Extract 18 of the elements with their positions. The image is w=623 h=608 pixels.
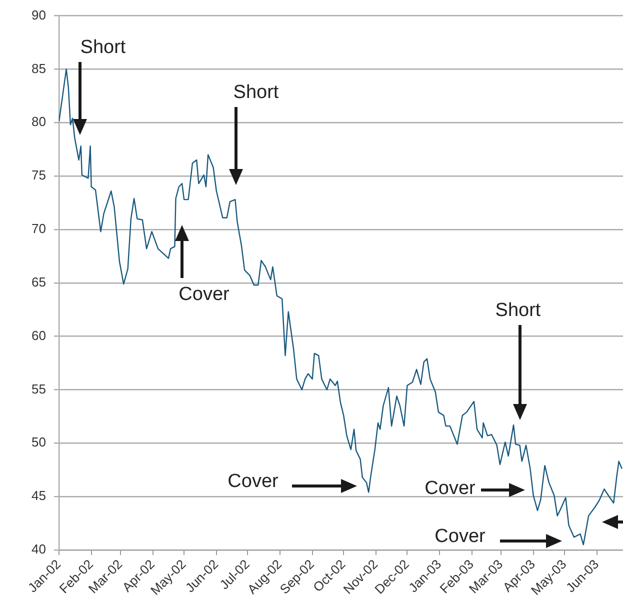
annotation: Cover (178, 284, 230, 306)
annotation: Short (495, 300, 542, 322)
y-tick-label: 75 (32, 168, 46, 183)
annotation: Short (80, 37, 126, 58)
y-tick-label: 65 (32, 274, 46, 290)
annotation: Short (233, 82, 280, 104)
y-tick-label: 55 (32, 381, 46, 396)
y-tick-label: 70 (32, 221, 46, 236)
annotation: Cover (228, 471, 280, 492)
y-tick-label: 85 (32, 60, 46, 76)
y-tick-label: 90 (32, 7, 46, 22)
y-tick-label: 45 (32, 488, 46, 504)
y-tick-label: 60 (32, 328, 46, 343)
y-tick-label: 50 (32, 434, 46, 450)
annotation: Cover (424, 478, 476, 500)
y-tick-label: 40 (32, 542, 46, 557)
annotation: Cover (434, 526, 486, 548)
y-tick-label: 80 (32, 114, 46, 130)
